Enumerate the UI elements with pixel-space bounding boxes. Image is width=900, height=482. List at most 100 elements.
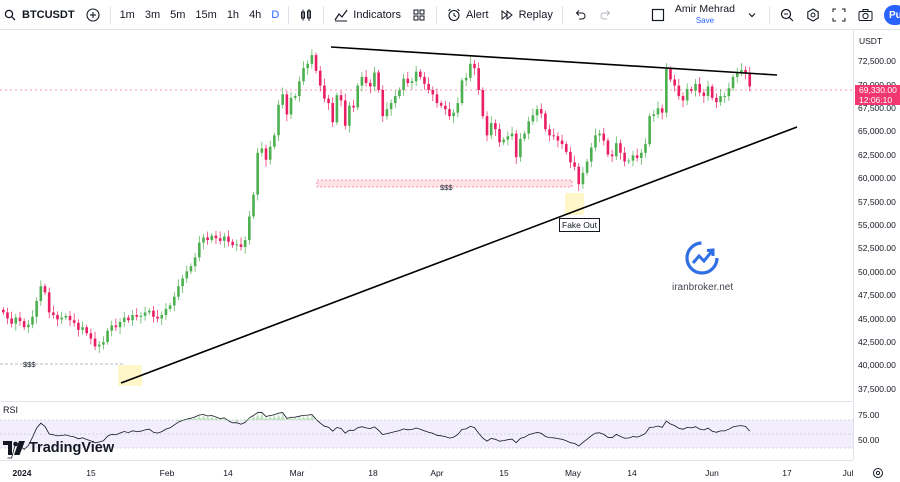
candle <box>748 72 752 87</box>
candle <box>410 81 414 83</box>
chart-type-button[interactable] <box>293 0 319 30</box>
symbol-search-button[interactable]: BTCUSDT <box>0 0 80 30</box>
candle <box>640 152 643 159</box>
publish-button[interactable]: Pu <box>884 5 900 25</box>
liquidity-zone-upper[interactable] <box>316 179 573 188</box>
candle <box>31 316 34 325</box>
candle <box>181 278 184 287</box>
rsi-axis[interactable]: 75.00 50.00 <box>853 402 900 460</box>
candle <box>452 112 455 117</box>
timeframe-15m[interactable]: 15m <box>195 8 217 21</box>
candle <box>335 95 339 123</box>
candle <box>97 344 101 347</box>
date-axis[interactable]: 2024 15 Feb 14 Mar 18 Apr 15 May 14 Jun … <box>0 460 883 482</box>
undo-button[interactable] <box>567 0 593 30</box>
resistance-trendline[interactable] <box>330 46 778 76</box>
price-tick: 45,000.00 <box>858 314 896 324</box>
layout-name-button[interactable]: Amir Mehrad Save <box>671 0 739 30</box>
candle <box>606 140 610 155</box>
date-tick: 14 <box>627 468 637 478</box>
layout-button[interactable] <box>645 0 671 30</box>
replay-button[interactable]: Replay <box>494 0 558 30</box>
candle <box>477 68 480 90</box>
timeframe-1m[interactable]: 1m <box>119 8 135 21</box>
candle <box>556 136 560 141</box>
pane-separator[interactable] <box>0 401 853 402</box>
candle <box>331 103 335 123</box>
candle <box>519 138 522 158</box>
date-tick: 17 <box>782 468 792 478</box>
compare-symbol-button[interactable] <box>80 0 106 30</box>
candle <box>531 115 535 122</box>
candle <box>177 286 180 297</box>
candle <box>373 72 376 87</box>
settings-button[interactable] <box>800 0 826 30</box>
candle <box>669 69 672 80</box>
candle <box>281 94 284 105</box>
candle <box>43 286 47 293</box>
candle <box>106 330 109 343</box>
candle <box>131 315 134 321</box>
undo-icon <box>572 7 588 23</box>
layout-menu-button[interactable] <box>739 0 765 30</box>
liquidity-label-upper[interactable]: $$$ <box>440 183 453 192</box>
price-chart[interactable] <box>0 30 853 460</box>
candle <box>197 242 201 258</box>
candle <box>318 70 322 86</box>
swing-low-highlight[interactable] <box>118 365 142 386</box>
timeframe-1h[interactable]: 1h <box>226 8 240 21</box>
candle <box>673 79 676 86</box>
fullscreen-button[interactable] <box>826 0 852 30</box>
candle <box>260 148 264 153</box>
tradingview-logo-icon <box>3 441 25 455</box>
gear-icon <box>805 7 821 23</box>
current-price-badge[interactable]: 69,330.00 12:06:10 <box>855 85 900 105</box>
redo-button[interactable] <box>593 0 619 30</box>
candle <box>360 76 364 86</box>
toolbar-divider <box>561 5 563 24</box>
timeframe-4h[interactable]: 4h <box>249 8 262 21</box>
candle <box>469 63 472 78</box>
candlestick-series <box>2 49 752 354</box>
alert-button[interactable]: Alert <box>441 0 494 30</box>
price-tick: 40,000.00 <box>858 360 896 370</box>
date-tick: 14 <box>223 468 233 478</box>
timeframe-3m[interactable]: 3m <box>144 8 161 21</box>
candle <box>444 105 447 110</box>
indicator-templates-button[interactable] <box>406 0 432 30</box>
indicators-label: Indicators <box>353 8 401 21</box>
candle <box>235 244 239 246</box>
candle <box>573 162 576 167</box>
candle <box>719 96 722 103</box>
price-axis[interactable]: USDT 72,500.00 70,000.00 67,500.00 65,00… <box>853 30 900 402</box>
quick-search-button[interactable] <box>774 0 800 30</box>
fake-out-label[interactable]: Fake Out <box>559 218 600 232</box>
candle <box>406 78 410 83</box>
rsi-title[interactable]: RSI <box>3 405 19 415</box>
candle <box>460 80 464 104</box>
plus-circle-icon <box>85 7 101 23</box>
tradingview-logo[interactable]: TradingView <box>3 440 114 456</box>
candle <box>393 96 397 104</box>
snapshot-button[interactable] <box>852 0 878 30</box>
candle <box>193 257 197 267</box>
indicators-button[interactable]: Indicators <box>328 0 406 30</box>
gear-icon <box>873 468 883 478</box>
timeframe-5m[interactable]: 5m <box>170 8 186 21</box>
price-tick: 72,500.00 <box>858 56 896 66</box>
candle <box>731 76 735 89</box>
candle <box>118 321 122 328</box>
support-trendline[interactable] <box>120 126 798 384</box>
candle <box>481 89 485 117</box>
axis-settings-button[interactable] <box>872 466 884 482</box>
rsi-tick: 75.00 <box>858 410 880 420</box>
candle <box>710 86 714 98</box>
candle <box>619 143 622 153</box>
candle <box>652 114 656 117</box>
candle <box>127 317 130 321</box>
timeframe-d[interactable]: D <box>271 8 280 21</box>
currency-label[interactable]: USDT <box>859 36 883 46</box>
liquidity-label-lower[interactable]: $$$ <box>23 360 36 369</box>
top-toolbar: BTCUSDT 1m 3m 5m 15m 1h 4h D Indicators … <box>0 0 900 30</box>
candle <box>339 95 343 101</box>
